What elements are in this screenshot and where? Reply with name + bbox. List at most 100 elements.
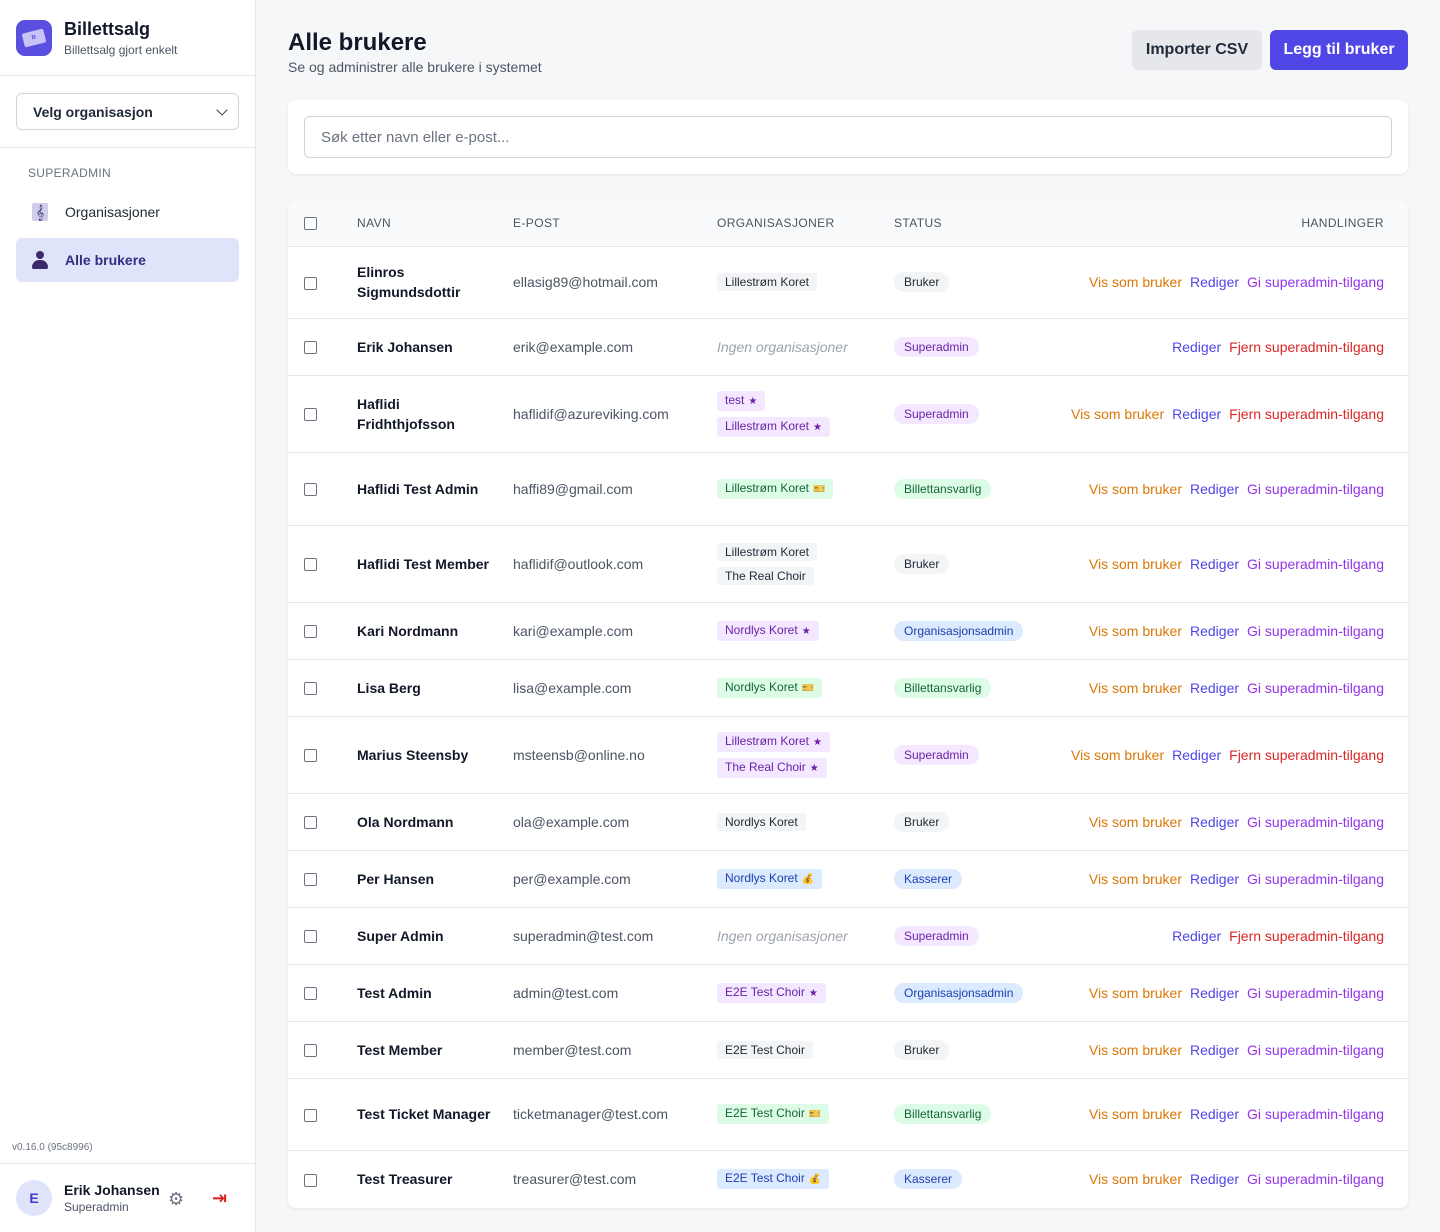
view-as-user-link[interactable]: Vis som bruker — [1088, 813, 1182, 830]
add-user-button[interactable]: Legg til bruker — [1270, 30, 1408, 70]
user-name-cell: Marius Steensby — [357, 746, 469, 763]
column-header-name[interactable]: NAVN — [357, 215, 392, 230]
view-as-user-link[interactable]: Vis som bruker — [1088, 679, 1182, 696]
grant-superadmin-link[interactable]: Gi superadmin-tilgang — [1247, 679, 1384, 696]
user-email-cell: per@example.com — [513, 870, 631, 887]
no-organizations: Ingen organisasjoner — [717, 338, 848, 355]
user-name-cell: Test Treasurer — [357, 1170, 453, 1187]
logout-icon[interactable]: ⇥ — [212, 1188, 228, 1208]
grant-superadmin-link[interactable]: Gi superadmin-tilgang — [1247, 555, 1384, 572]
table-row: Haflidi Test Admin haffi89@gmail.com Lille… — [288, 452, 1408, 525]
user-name-cell: Elinros Sigmundsdottir — [357, 264, 461, 300]
row-checkbox[interactable] — [304, 483, 317, 497]
sidebar-item-alle-brukere[interactable]: Alle brukere — [16, 238, 239, 282]
row-checkbox[interactable] — [304, 625, 317, 639]
row-checkbox[interactable] — [304, 1108, 317, 1122]
search-input[interactable] — [304, 116, 1392, 158]
user-status-cell: Superadmin — [894, 318, 1024, 375]
grant-superadmin-link[interactable]: Gi superadmin-tilgang — [1247, 813, 1384, 830]
view-as-user-link[interactable]: Vis som bruker — [1088, 984, 1182, 1001]
status-badge: Bruker — [894, 1039, 950, 1060]
user-name-cell: Haflidi Test Member — [357, 555, 489, 572]
row-checkbox[interactable] — [304, 873, 317, 887]
grant-superadmin-link[interactable]: Gi superadmin-tilgang — [1247, 480, 1384, 497]
edit-user-link[interactable]: Rediger — [1172, 746, 1222, 763]
edit-user-link[interactable]: Rediger — [1172, 405, 1222, 422]
user-email-cell: lisa@example.com — [513, 679, 632, 696]
sidebar-item-organisasjoner[interactable]: 𝄞 Organisasjoner — [16, 190, 239, 234]
user-orgs-cell: Lillestrøm Koret ★ The Real Choir ★ — [717, 716, 894, 793]
revoke-superadmin-link[interactable]: Fjern superadmin-tilgang — [1229, 405, 1384, 422]
user-orgs-cell: Lillestrøm Koret 🎫 — [717, 452, 894, 525]
view-as-user-link[interactable]: Vis som bruker — [1088, 1041, 1182, 1058]
org-chip: Lillestrøm Koret — [717, 273, 818, 291]
import-csv-button[interactable]: Importer CSV — [1132, 30, 1262, 70]
row-checkbox[interactable] — [304, 408, 317, 422]
grant-superadmin-link[interactable]: Gi superadmin-tilgang — [1247, 1170, 1384, 1187]
role-mark-icon: ★ — [813, 736, 822, 748]
edit-user-link[interactable]: Rediger — [1190, 1106, 1240, 1122]
revoke-superadmin-link[interactable]: Fjern superadmin-tilgang — [1229, 338, 1384, 355]
edit-user-link[interactable]: Rediger — [1190, 622, 1240, 639]
user-actions-cell: Vis som bruker Rediger Gi superadmin-tilga… — [1024, 525, 1408, 602]
view-as-user-link[interactable]: Vis som bruker — [1088, 1106, 1182, 1122]
view-as-user-link[interactable]: Vis som bruker — [1088, 555, 1182, 572]
view-as-user-link[interactable]: Vis som bruker — [1088, 870, 1182, 887]
row-checkbox[interactable] — [304, 682, 317, 696]
row-checkbox[interactable] — [304, 276, 317, 290]
edit-user-link[interactable]: Rediger — [1190, 1170, 1240, 1187]
row-checkbox[interactable] — [304, 987, 317, 1001]
select-all-checkbox[interactable] — [304, 216, 317, 230]
edit-user-link[interactable]: Rediger — [1190, 274, 1240, 290]
grant-superadmin-link[interactable]: Gi superadmin-tilgang — [1247, 984, 1384, 1001]
view-as-user-link[interactable]: Vis som bruker — [1088, 1170, 1182, 1187]
sidebar-item-label: Organisasjoner — [65, 204, 160, 220]
gear-icon[interactable]: ⚙ — [168, 1189, 185, 1209]
column-header-email[interactable]: E-POST — [513, 215, 561, 230]
edit-user-link[interactable]: Rediger — [1172, 338, 1222, 355]
edit-user-link[interactable]: Rediger — [1190, 679, 1240, 696]
row-checkbox[interactable] — [304, 816, 317, 830]
status-badge: Superadmin — [894, 403, 979, 424]
user-actions-cell: Vis som bruker Rediger Gi superadmin-tilga… — [1024, 1021, 1408, 1078]
edit-user-link[interactable]: Rediger — [1190, 813, 1240, 830]
org-chip: E2E Test Choir 🎫 — [717, 1104, 830, 1124]
grant-superadmin-link[interactable]: Gi superadmin-tilgang — [1247, 870, 1384, 887]
edit-user-link[interactable]: Rediger — [1190, 480, 1240, 497]
user-name-cell: Haflidi Test Admin — [357, 480, 479, 497]
user-orgs-cell: E2E Test Choir ★ — [717, 964, 894, 1021]
table-row: Test Member member@test.com E2E Test Choir… — [288, 1021, 1408, 1078]
status-badge: Bruker — [894, 811, 950, 832]
user-status-cell: Billettansvarlig — [894, 659, 1024, 716]
view-as-user-link[interactable]: Vis som bruker — [1088, 622, 1182, 639]
row-checkbox[interactable] — [304, 930, 317, 944]
edit-user-link[interactable]: Rediger — [1190, 1041, 1240, 1058]
row-checkbox[interactable] — [304, 749, 317, 763]
view-as-user-link[interactable]: Vis som bruker — [1071, 746, 1165, 763]
grant-superadmin-link[interactable]: Gi superadmin-tilgang — [1247, 274, 1384, 290]
revoke-superadmin-link[interactable]: Fjern superadmin-tilgang — [1229, 746, 1384, 763]
user-name-cell: Ola Nordmann — [357, 813, 454, 830]
role-mark-icon: ★ — [808, 987, 818, 999]
view-as-user-link[interactable]: Vis som bruker — [1088, 274, 1182, 290]
current-user: E Erik Johansen Superadmin ⚙ ⇥ — [0, 1163, 255, 1232]
revoke-superadmin-link[interactable]: Fjern superadmin-tilgang — [1229, 927, 1384, 944]
edit-user-link[interactable]: Rediger — [1190, 984, 1240, 1001]
grant-superadmin-link[interactable]: Gi superadmin-tilgang — [1247, 622, 1384, 639]
row-checkbox[interactable] — [304, 1044, 317, 1058]
row-checkbox[interactable] — [304, 558, 317, 572]
view-as-user-link[interactable]: Vis som bruker — [1071, 405, 1165, 422]
edit-user-link[interactable]: Rediger — [1172, 927, 1222, 944]
role-mark-icon: 🎫 — [801, 682, 815, 694]
view-as-user-link[interactable]: Vis som bruker — [1088, 480, 1182, 497]
organization-select[interactable]: Velg organisasjon — [16, 93, 239, 130]
row-checkbox[interactable] — [304, 1173, 317, 1187]
edit-user-link[interactable]: Rediger — [1190, 555, 1240, 572]
brand-title: Billettsalg — [64, 18, 151, 39]
user-actions-cell: Vis som bruker Rediger Gi superadmin-tilga… — [1024, 602, 1408, 659]
grant-superadmin-link[interactable]: Gi superadmin-tilgang — [1247, 1041, 1384, 1058]
edit-user-link[interactable]: Rediger — [1190, 870, 1240, 887]
user-status-cell: Superadmin — [894, 716, 1024, 793]
row-checkbox[interactable] — [304, 341, 317, 355]
grant-superadmin-link[interactable]: Gi superadmin-tilgang — [1247, 1106, 1384, 1122]
